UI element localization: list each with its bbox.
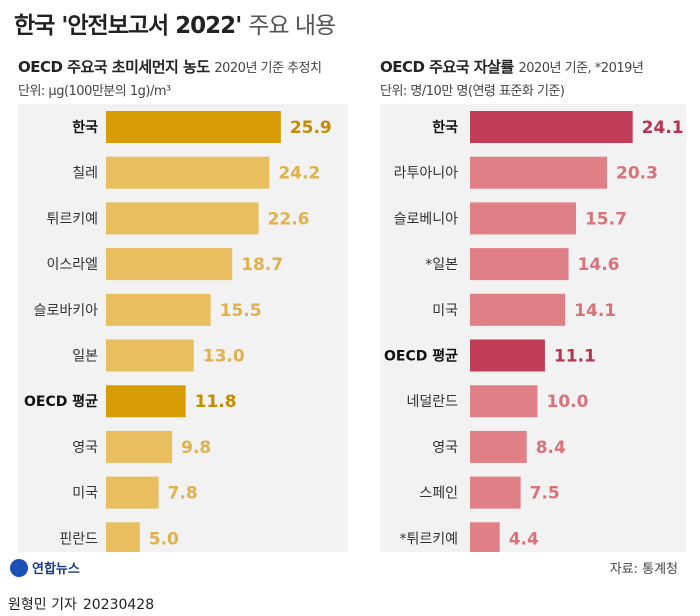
- title-main: 한국 '안전보고서 2022': [14, 13, 242, 39]
- left-bar: [106, 339, 194, 372]
- right-bar: [470, 339, 545, 372]
- right-category-label: 슬로베니아: [394, 211, 459, 227]
- source-note: 자료: 통계청: [609, 562, 678, 577]
- left-bar: [106, 202, 259, 235]
- byline-date: 20230428: [82, 597, 155, 613]
- left-bar: [106, 430, 173, 463]
- left-value-label: 9.8: [181, 438, 211, 458]
- left-value-label: 13.0: [203, 347, 245, 367]
- right-value-label: 10.0: [547, 392, 589, 412]
- right-bar: [470, 385, 538, 418]
- left-bar: [106, 385, 186, 418]
- yonhap-logo-icon: [10, 558, 28, 577]
- logo-text: 연합뉴스: [32, 562, 80, 577]
- left-bar: [106, 156, 270, 189]
- left-bar-chart: 한국 25.9 칠레 24.2 튀르키예 22.6 이스라엘 18.7 슬로바키아 15.5 일본 1…: [24, 111, 332, 552]
- left-bar: [106, 111, 281, 143]
- right-value-label: 14.6: [578, 255, 620, 275]
- left-category-label: OECD 평균: [24, 393, 98, 410]
- left-category-label: 이스라엘: [46, 257, 98, 273]
- right-category-label: *일본: [425, 257, 458, 273]
- right-chart-note: 2020년 기준, *2019년: [518, 61, 644, 76]
- right-value-label: 7.5: [530, 484, 560, 504]
- left-category-label: 미국: [72, 486, 98, 502]
- left-category-label: 칠레: [72, 166, 98, 182]
- right-category-label: 영국: [432, 440, 458, 456]
- left-value-label: 7.8: [168, 484, 198, 504]
- right-value-label: 15.7: [585, 209, 627, 229]
- left-bar: [106, 248, 233, 281]
- left-value-label: 25.9: [290, 118, 332, 138]
- left-chart-title-text: OECD 주요국 초미세먼지 농도: [18, 58, 210, 76]
- left-value-label: 15.5: [220, 301, 262, 321]
- right-category-label: *튀르키예: [399, 531, 458, 547]
- right-category-label: 네덜란드: [406, 394, 458, 410]
- byline-author: 원형민 기자: [8, 597, 77, 613]
- right-bar: [470, 156, 608, 189]
- left-value-label: 22.6: [268, 209, 310, 229]
- left-chart-unit: 단위: μg(100만분의 1g)/m³: [18, 84, 171, 99]
- left-value-label: 18.7: [241, 255, 283, 275]
- right-chart-title-text: OECD 주요국 자살률: [380, 58, 514, 76]
- title-sub: 주요 내용: [248, 13, 336, 39]
- right-category-label: 라투아니아: [394, 166, 459, 182]
- right-value-label: 14.1: [574, 301, 616, 321]
- right-bar: [470, 248, 569, 281]
- right-bar: [470, 293, 566, 326]
- right-value-label: 20.3: [616, 164, 658, 184]
- right-chart-unit: 단위: 명/10만 명(연령 표준화 기준): [380, 84, 565, 99]
- byline: 원형민 기자 20230428: [8, 594, 154, 614]
- right-bar-chart: 한국 24.1 라투아니아 20.3 슬로베니아 15.7 *일본 14.6 미국 14.1 OEC…: [384, 111, 684, 552]
- left-bar: [106, 476, 159, 509]
- left-value-label: 24.2: [278, 164, 320, 184]
- right-category-label: 미국: [432, 303, 458, 319]
- right-chart-title: OECD 주요국 자살률 2020년 기준, *2019년: [380, 56, 644, 77]
- left-category-label: 한국: [72, 120, 98, 136]
- right-value-label: 4.4: [509, 529, 539, 549]
- right-value-label: 8.4: [536, 438, 566, 458]
- left-category-label: 슬로바키아: [34, 303, 99, 319]
- right-value-label: 11.1: [554, 347, 596, 367]
- left-value-label: 11.8: [195, 392, 237, 412]
- right-bar: [470, 111, 633, 143]
- left-value-label: 5.0: [149, 529, 179, 549]
- right-bar: [470, 522, 500, 552]
- left-chart-note: 2020년 기준 추정치: [214, 61, 322, 76]
- right-value-label: 24.1: [642, 118, 684, 138]
- yonhap-logo: 연합뉴스: [10, 558, 80, 577]
- left-category-label: 일본: [72, 349, 98, 365]
- left-category-label: 영국: [72, 440, 98, 456]
- left-bar: [106, 522, 140, 552]
- right-category-label: OECD 평균: [384, 348, 458, 365]
- left-category-label: 핀란드: [59, 531, 98, 547]
- right-bar: [470, 202, 576, 235]
- left-bar: [106, 293, 211, 326]
- right-category-label: 스페인: [419, 486, 458, 502]
- page-title: 한국 '안전보고서 2022' 주요 내용: [14, 6, 336, 40]
- left-chart-title: OECD 주요국 초미세먼지 농도 2020년 기준 추정치: [18, 56, 322, 77]
- right-bar: [470, 430, 527, 463]
- right-category-label: 한국: [432, 120, 458, 136]
- left-category-label: 튀르키예: [46, 211, 98, 227]
- right-bar: [470, 476, 521, 509]
